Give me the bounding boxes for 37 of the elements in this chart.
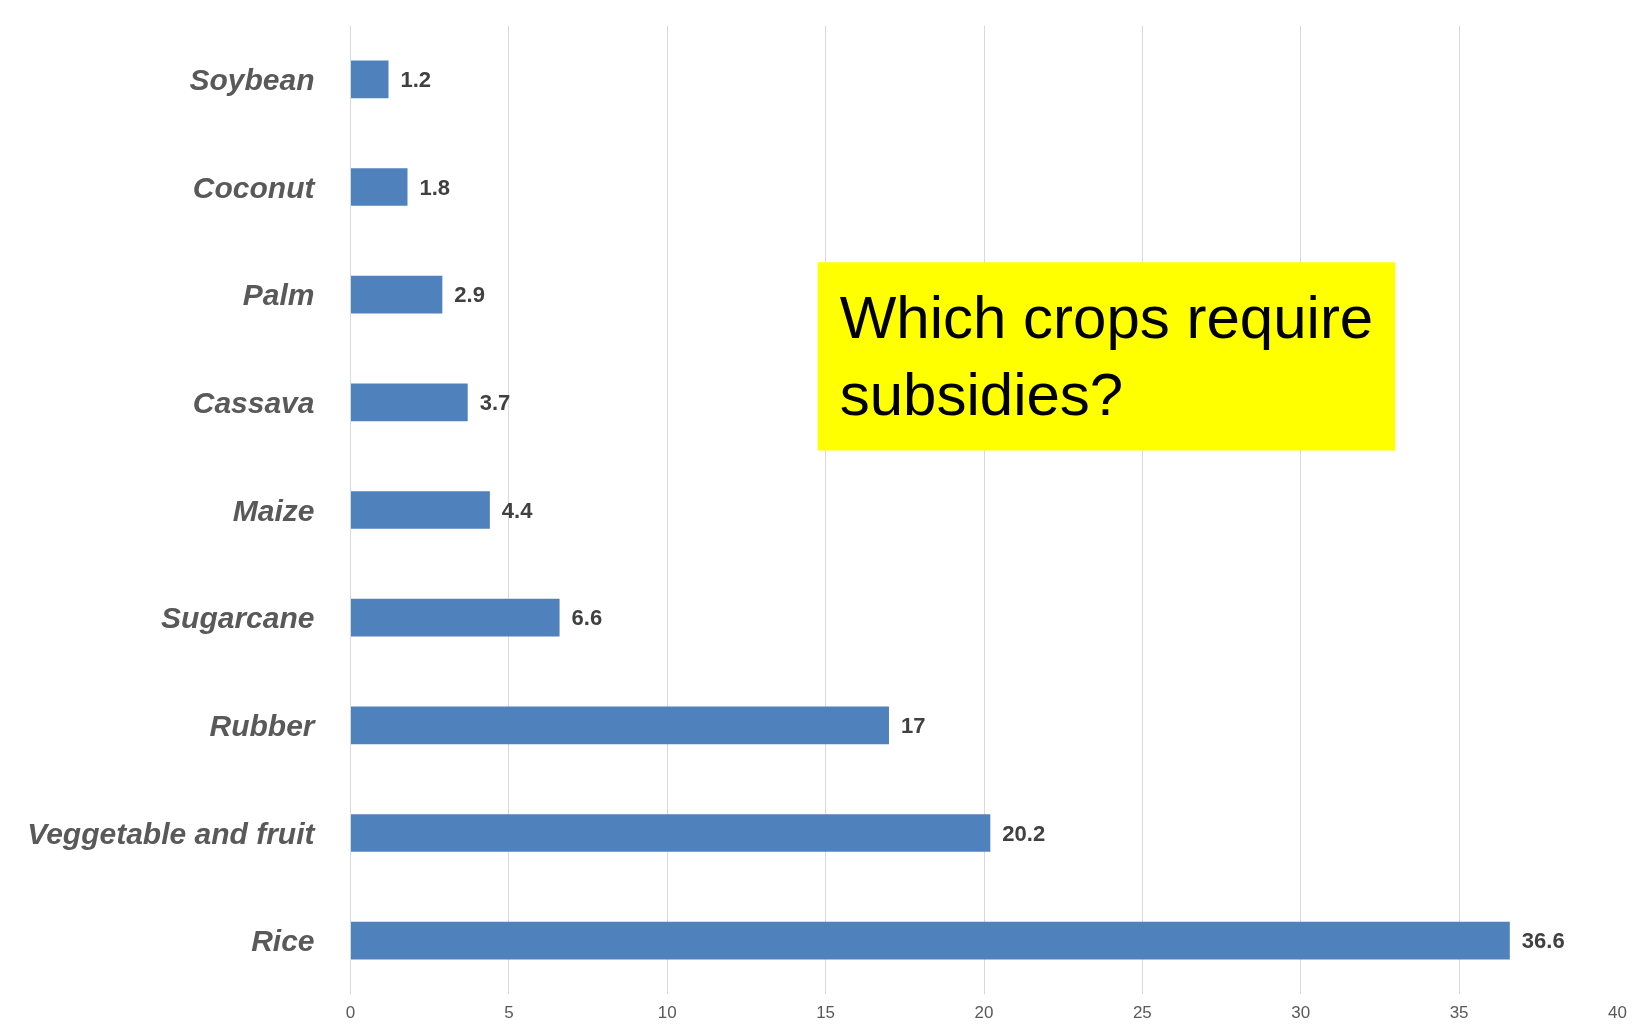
y-tick-label: Sugarcane bbox=[161, 601, 315, 635]
y-tick-label: Soybean bbox=[189, 62, 315, 96]
x-tick-label: 15 bbox=[816, 1002, 836, 1022]
data-label: 17 bbox=[900, 712, 926, 738]
bar bbox=[350, 814, 991, 852]
y-tick-label: Veggetable and fruit bbox=[27, 816, 317, 850]
bar bbox=[350, 706, 889, 745]
y-tick-label: Coconut bbox=[192, 170, 317, 204]
x-tick-label: 40 bbox=[1608, 1002, 1627, 1022]
y-tick-label: Cassava bbox=[192, 385, 315, 419]
y-tick-label: Rubber bbox=[209, 708, 317, 742]
x-tick-label: 35 bbox=[1449, 1002, 1469, 1022]
bar bbox=[350, 168, 408, 206]
x-tick-label: 20 bbox=[974, 1002, 994, 1022]
x-tick-label: 10 bbox=[657, 1002, 677, 1022]
x-tick-label: 5 bbox=[504, 1002, 514, 1022]
data-label: 36.6 bbox=[1521, 928, 1565, 954]
data-label: 6.6 bbox=[571, 605, 603, 631]
y-tick-label: Rice bbox=[251, 924, 315, 958]
bar bbox=[350, 921, 1510, 960]
bar bbox=[350, 275, 443, 314]
data-label: 2.9 bbox=[454, 282, 485, 308]
bar bbox=[350, 383, 468, 422]
x-tick-label: 0 bbox=[345, 1002, 356, 1022]
bar bbox=[350, 491, 490, 529]
data-label: 20.2 bbox=[1002, 820, 1046, 846]
y-tick-label: Palm bbox=[242, 278, 315, 312]
bar bbox=[350, 598, 560, 637]
y-tick-label: Maize bbox=[232, 493, 315, 527]
data-label: 4.4 bbox=[501, 497, 534, 523]
x-tick-label: 25 bbox=[1132, 1002, 1152, 1022]
data-label: 3.7 bbox=[479, 389, 511, 415]
annotation: Which crops require subsidies? bbox=[839, 284, 1374, 429]
x-tick-label: 30 bbox=[1291, 1002, 1311, 1022]
data-label: 1.8 bbox=[419, 174, 451, 200]
bar bbox=[350, 60, 389, 99]
data-label: 1.2 bbox=[400, 66, 432, 92]
